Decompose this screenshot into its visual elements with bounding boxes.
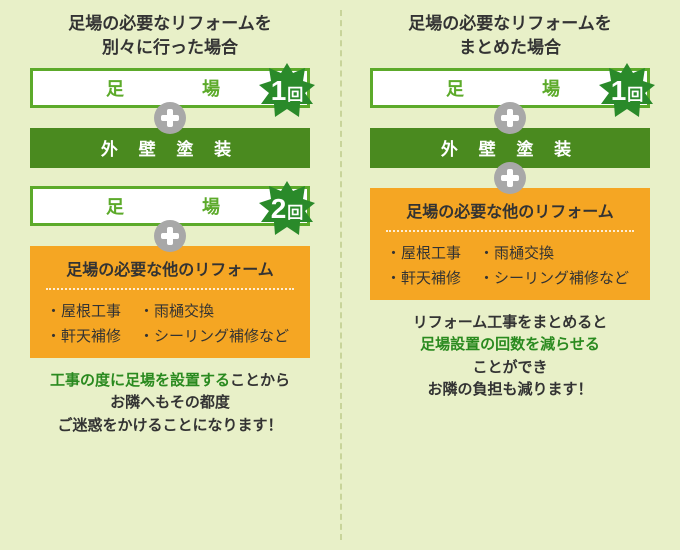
plain-text: ことができ xyxy=(472,359,547,376)
count-text: 1 回 xyxy=(611,75,644,107)
plain-text: リフォーム工事をまとめると xyxy=(413,314,608,331)
plus-icon xyxy=(494,162,526,194)
list-item: ・軒天補修 xyxy=(46,325,121,346)
count-badge-1: 1 回 xyxy=(259,63,315,119)
list-item: ・雨樋交換 xyxy=(479,242,554,263)
right-heading-l2: まとめた場合 xyxy=(459,38,561,57)
list-item: ・シーリング補修など xyxy=(479,267,629,288)
count-badge: 1 回 xyxy=(599,63,655,119)
left-other-box: 足場の必要な他のリフォーム ・屋根工事 ・雨樋交換 ・軒天補修 ・シーリング補修… xyxy=(30,246,310,358)
plus-icon xyxy=(154,220,186,252)
other-title: 足場の必要な他のリフォーム xyxy=(46,256,294,290)
list-item: ・シーリング補修など xyxy=(139,325,289,346)
emphasis-text: 足場設置の回数を減らせる xyxy=(420,336,600,353)
emphasis-text: 工事の度に足場を設置する xyxy=(50,372,230,389)
count-suffix: 回 xyxy=(287,81,303,105)
list-item: ・軒天補修 xyxy=(386,267,461,288)
other-title: 足場の必要な他のリフォーム xyxy=(386,198,634,232)
plain-text: ご迷惑をかけることになります！ xyxy=(57,417,282,434)
left-heading: 足場の必要なリフォームを 別々に行った場合 xyxy=(68,12,272,60)
right-column: 足場の必要なリフォームを まとめた場合 足 場 1 回 外 壁 塗 装 足場の必… xyxy=(340,0,680,550)
scaffold-label: 足 場 xyxy=(106,193,234,219)
plain-text: お隣の負担も減ります！ xyxy=(427,381,592,398)
plus-icon xyxy=(494,102,526,134)
count-suffix: 回 xyxy=(287,199,303,223)
count-text: 1 回 xyxy=(271,75,304,107)
left-column: 足場の必要なリフォームを 別々に行った場合 足 場 1 回 外 壁 塗 装 足 … xyxy=(0,0,340,550)
left-heading-l2: 別々に行った場合 xyxy=(102,38,238,57)
right-other-box: 足場の必要な他のリフォーム ・屋根工事 ・雨樋交換 ・軒天補修 ・シーリング補修… xyxy=(370,188,650,300)
plain-text: ことから xyxy=(230,372,290,389)
left-wall-box: 外 壁 塗 装 xyxy=(30,128,310,168)
plain-text: お隣へもその都度 xyxy=(110,394,230,411)
right-bottom-text: リフォーム工事をまとめると 足場設置の回数を減らせる ことができ お隣の負担も減… xyxy=(413,312,608,402)
count-suffix: 回 xyxy=(627,81,643,105)
count-num: 1 xyxy=(611,75,627,107)
count-badge-2: 2 回 xyxy=(259,181,315,237)
count-text: 2 回 xyxy=(271,193,304,225)
left-bottom-text: 工事の度に足場を設置することから お隣へもその都度 ご迷惑をかけることになります… xyxy=(50,370,290,438)
list-item: ・屋根工事 xyxy=(386,242,461,263)
wall-label: 外 壁 塗 装 xyxy=(101,135,239,160)
wall-label: 外 壁 塗 装 xyxy=(441,135,579,160)
count-num: 1 xyxy=(271,75,287,107)
scaffold-label: 足 場 xyxy=(446,75,574,101)
column-divider xyxy=(340,10,342,540)
left-heading-l1: 足場の必要なリフォームを xyxy=(68,14,272,33)
other-list: ・屋根工事 ・雨樋交換 ・軒天補修 ・シーリング補修など xyxy=(46,300,294,346)
other-list: ・屋根工事 ・雨樋交換 ・軒天補修 ・シーリング補修など xyxy=(386,242,634,288)
count-num: 2 xyxy=(271,193,287,225)
plus-icon xyxy=(154,102,186,134)
scaffold-label: 足 場 xyxy=(106,75,234,101)
list-item: ・雨樋交換 xyxy=(139,300,214,321)
right-heading: 足場の必要なリフォームを まとめた場合 xyxy=(408,12,612,60)
right-heading-l1: 足場の必要なリフォームを xyxy=(408,14,612,33)
list-item: ・屋根工事 xyxy=(46,300,121,321)
